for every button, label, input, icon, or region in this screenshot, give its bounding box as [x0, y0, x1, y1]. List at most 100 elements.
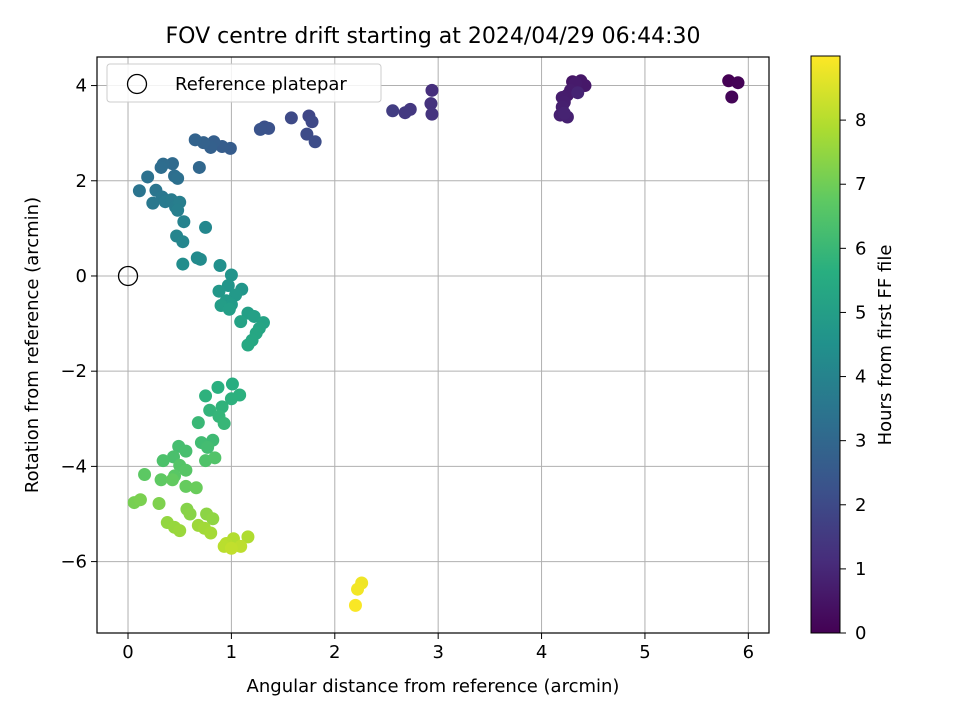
data-point	[425, 83, 439, 97]
colorbar-tick-label: 8	[855, 110, 866, 131]
colorbar-tick-label: 7	[855, 174, 866, 195]
data-point	[308, 135, 322, 149]
data-point	[132, 184, 146, 198]
data-point	[154, 160, 168, 174]
data-point	[201, 440, 215, 454]
data-point	[183, 507, 197, 521]
data-point	[154, 473, 168, 487]
legend-box	[106, 63, 382, 103]
data-point	[571, 86, 585, 100]
data-point	[225, 377, 239, 391]
x-tick-label: 3	[432, 642, 443, 663]
data-point	[386, 104, 400, 118]
y-tick-label: 0	[76, 266, 87, 287]
legend-marker-reference	[126, 73, 148, 95]
data-points	[117, 74, 745, 612]
data-point	[165, 157, 179, 171]
x-tick-label: 5	[639, 642, 650, 663]
data-point	[557, 106, 571, 120]
data-point	[203, 403, 217, 417]
data-point	[398, 106, 412, 120]
data-point	[171, 171, 185, 185]
data-point	[179, 444, 193, 458]
y-tick-label: 2	[76, 171, 87, 192]
data-point	[204, 526, 218, 540]
colorbar-ticks: 0 1 2 3 4 5 6 7 8	[840, 110, 866, 644]
colorbar-tick-label: 1	[855, 559, 866, 580]
x-axis-label: Angular distance from reference (arcmin)	[247, 676, 620, 697]
data-point	[141, 170, 155, 184]
x-tick-label: 6	[743, 642, 754, 663]
colorbar-tick-label: 3	[855, 431, 866, 452]
colorbar-tick-label: 4	[855, 367, 866, 388]
data-point	[217, 417, 231, 431]
data-point	[179, 463, 193, 477]
x-axis-ticks: 0 1 2 3 4 5 6	[122, 633, 754, 663]
y-axis-label: Rotation from reference (arcmin)	[22, 197, 43, 493]
data-point	[191, 416, 205, 430]
data-point	[211, 380, 225, 394]
data-point	[224, 268, 238, 282]
data-point	[253, 122, 267, 136]
colorbar-gradient	[810, 55, 841, 634]
colorbar: 0 1 2 3 4 5 6 7 8 Hours from first FF file	[810, 55, 896, 644]
data-point	[208, 451, 222, 465]
data-point	[212, 284, 226, 298]
x-tick-label: 0	[122, 642, 133, 663]
data-point	[224, 541, 238, 555]
data-point	[189, 481, 203, 495]
x-tick-label: 2	[329, 642, 340, 663]
y-tick-label: −4	[60, 456, 87, 477]
data-point	[138, 467, 152, 481]
x-tick-label: 1	[226, 642, 237, 663]
data-point	[234, 315, 248, 329]
data-point	[199, 389, 213, 403]
data-point	[425, 107, 439, 121]
data-point	[300, 127, 314, 141]
data-point	[731, 76, 745, 90]
data-point	[206, 512, 220, 526]
data-point	[241, 530, 255, 544]
plot-frame	[96, 56, 770, 634]
colorbar-tick-label: 2	[855, 495, 866, 516]
data-point	[165, 473, 179, 487]
reference-platepar-marker	[117, 265, 139, 287]
data-point	[221, 278, 235, 292]
x-tick-label: 4	[536, 642, 547, 663]
data-point	[725, 90, 739, 104]
data-point	[224, 392, 238, 406]
data-point	[305, 115, 319, 129]
y-tick-label: 4	[76, 76, 87, 97]
colorbar-tick-label: 5	[855, 302, 866, 323]
data-point	[192, 160, 206, 174]
data-point	[424, 97, 438, 111]
y-tick-label: −2	[60, 361, 87, 382]
colorbar-tick-label: 6	[855, 238, 866, 259]
data-point	[176, 257, 190, 271]
data-point	[156, 454, 170, 468]
data-point	[222, 302, 236, 316]
y-axis-ticks: −6 −4 −2 0 2 4	[60, 76, 97, 573]
data-point	[213, 259, 227, 273]
data-point	[241, 338, 255, 352]
data-point	[351, 582, 365, 596]
data-point	[199, 220, 213, 234]
legend: Reference platepar	[106, 63, 382, 103]
data-point	[179, 479, 193, 493]
data-point	[177, 215, 191, 229]
data-point	[173, 524, 187, 538]
data-point	[133, 493, 147, 507]
data-point	[176, 235, 190, 249]
data-point	[152, 497, 166, 511]
colorbar-label: Hours from first FF file	[875, 245, 896, 446]
y-tick-label: −6	[60, 552, 87, 573]
data-point	[171, 203, 185, 217]
data-point	[146, 196, 160, 210]
data-point	[348, 598, 362, 612]
data-point	[284, 111, 298, 125]
data-point	[193, 252, 207, 266]
chart-title: FOV centre drift starting at 2024/04/29 …	[166, 24, 701, 49]
data-point	[247, 309, 261, 323]
colorbar-tick-label: 0	[855, 623, 866, 644]
